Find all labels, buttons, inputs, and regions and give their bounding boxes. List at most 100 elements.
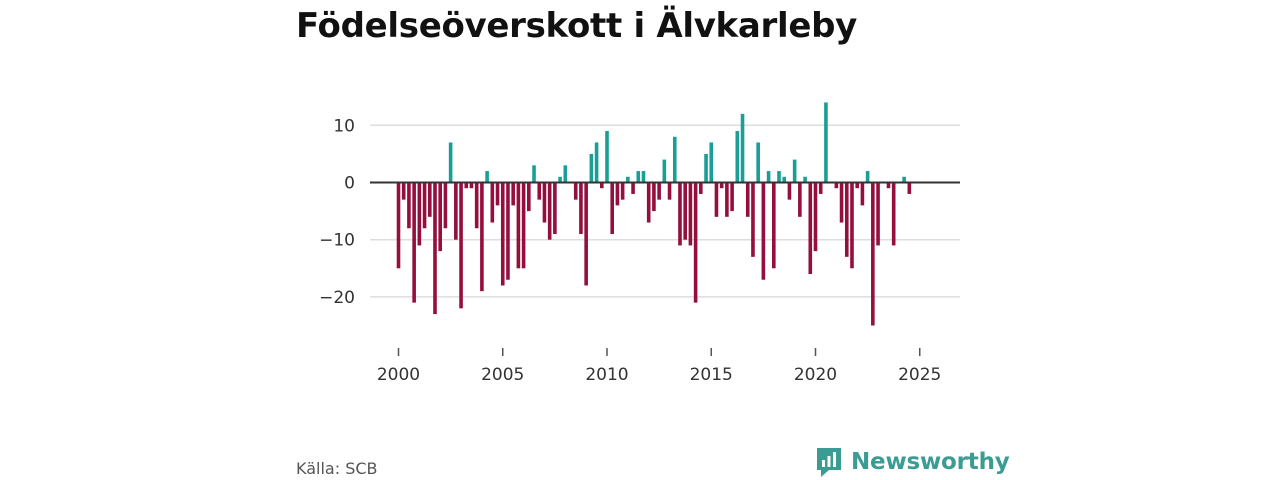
- page-title: Födelseöverskott i Älvkarleby: [296, 6, 857, 46]
- bar: [407, 182, 411, 229]
- bar: [485, 171, 489, 183]
- bar: [871, 182, 875, 326]
- bar: [704, 153, 708, 183]
- brand-name: Newsworthy: [851, 449, 1010, 475]
- grid-layer: [370, 124, 960, 298]
- bar: [579, 182, 583, 234]
- bar: [573, 182, 578, 200]
- bar: [787, 182, 792, 200]
- bar: [427, 182, 432, 217]
- bar: [401, 182, 406, 200]
- bar: [772, 182, 776, 269]
- bar: [594, 142, 599, 183]
- bar: [433, 182, 437, 315]
- bar: [631, 182, 635, 194]
- bars-layer: [396, 102, 912, 326]
- bar: [500, 182, 505, 286]
- bar: [605, 131, 609, 183]
- bar: [547, 182, 552, 240]
- bar: [490, 182, 495, 223]
- bar: [766, 171, 771, 183]
- bar: [532, 165, 536, 183]
- bar: [740, 113, 745, 183]
- bar: [803, 176, 807, 183]
- bar: [745, 182, 750, 217]
- y-tick-label: −20: [319, 288, 355, 308]
- bar: [839, 182, 844, 223]
- bar: [464, 182, 469, 189]
- bar: [782, 176, 787, 183]
- bar: [902, 176, 906, 183]
- bar: [865, 171, 870, 183]
- bar: [459, 182, 463, 309]
- bar: [834, 182, 839, 189]
- x-tick-label: 2020: [794, 365, 837, 385]
- bar: [699, 182, 703, 194]
- bar: [719, 182, 724, 189]
- bar: [636, 171, 641, 183]
- bar: [777, 171, 781, 183]
- bar: [813, 182, 818, 252]
- bar: [891, 182, 896, 246]
- bar: [553, 182, 557, 234]
- bar: [735, 131, 740, 183]
- bar: [443, 182, 448, 229]
- bar: [855, 182, 859, 189]
- bar: [672, 136, 677, 183]
- bar: [626, 176, 630, 183]
- bar: [808, 182, 813, 275]
- bar: [667, 182, 672, 200]
- bar: [824, 102, 828, 183]
- bar: [662, 159, 667, 183]
- bar: [563, 165, 568, 183]
- bar: [474, 182, 479, 229]
- bar: [615, 182, 620, 206]
- bar: [678, 182, 682, 246]
- bar: [646, 182, 651, 223]
- bar: [886, 182, 891, 189]
- bar: [537, 182, 542, 200]
- x-tick-label: 2015: [690, 365, 733, 385]
- bar: [599, 182, 604, 189]
- chart: 10 0 −10 −20 2000 2005 2010 2015 2020 2025: [319, 102, 960, 385]
- bar: [860, 182, 865, 206]
- bar: [751, 182, 755, 257]
- bar: [620, 182, 625, 200]
- bar: [506, 182, 510, 280]
- bar: [448, 142, 453, 183]
- bar: [558, 176, 562, 183]
- y-tick-label: 10: [333, 116, 355, 136]
- bar: [469, 182, 474, 189]
- bar: [584, 182, 588, 286]
- bar: [725, 182, 729, 217]
- bar: [844, 182, 849, 257]
- x-tick-label: 2000: [377, 365, 420, 385]
- bar: [480, 182, 484, 292]
- axis-layer: 10 0 −10 −20 2000 2005 2010 2015 2020 2025: [319, 116, 960, 385]
- bar: [714, 182, 719, 217]
- y-tick-label: 0: [344, 174, 355, 194]
- bar: [907, 182, 912, 194]
- brand-logo[interactable]: Newsworthy: [815, 446, 1010, 478]
- bar: [652, 182, 656, 212]
- x-tick-label: 2025: [898, 365, 941, 385]
- bar: [527, 182, 531, 212]
- bar: [412, 182, 416, 303]
- bar: [589, 153, 594, 183]
- source-note: Källa: SCB: [296, 459, 378, 478]
- bar: [438, 182, 442, 252]
- bar: [641, 171, 646, 183]
- bar: [495, 182, 500, 206]
- bar: [798, 182, 802, 217]
- bar: [792, 159, 797, 183]
- bar: [511, 182, 515, 206]
- bar: [688, 182, 693, 246]
- bar: [417, 182, 422, 246]
- bar: [396, 182, 401, 269]
- bar: [454, 182, 458, 240]
- bar: [542, 182, 547, 223]
- bar: [683, 182, 687, 240]
- bar: [730, 182, 734, 212]
- bar: [709, 142, 714, 183]
- x-tick-label: 2005: [481, 365, 524, 385]
